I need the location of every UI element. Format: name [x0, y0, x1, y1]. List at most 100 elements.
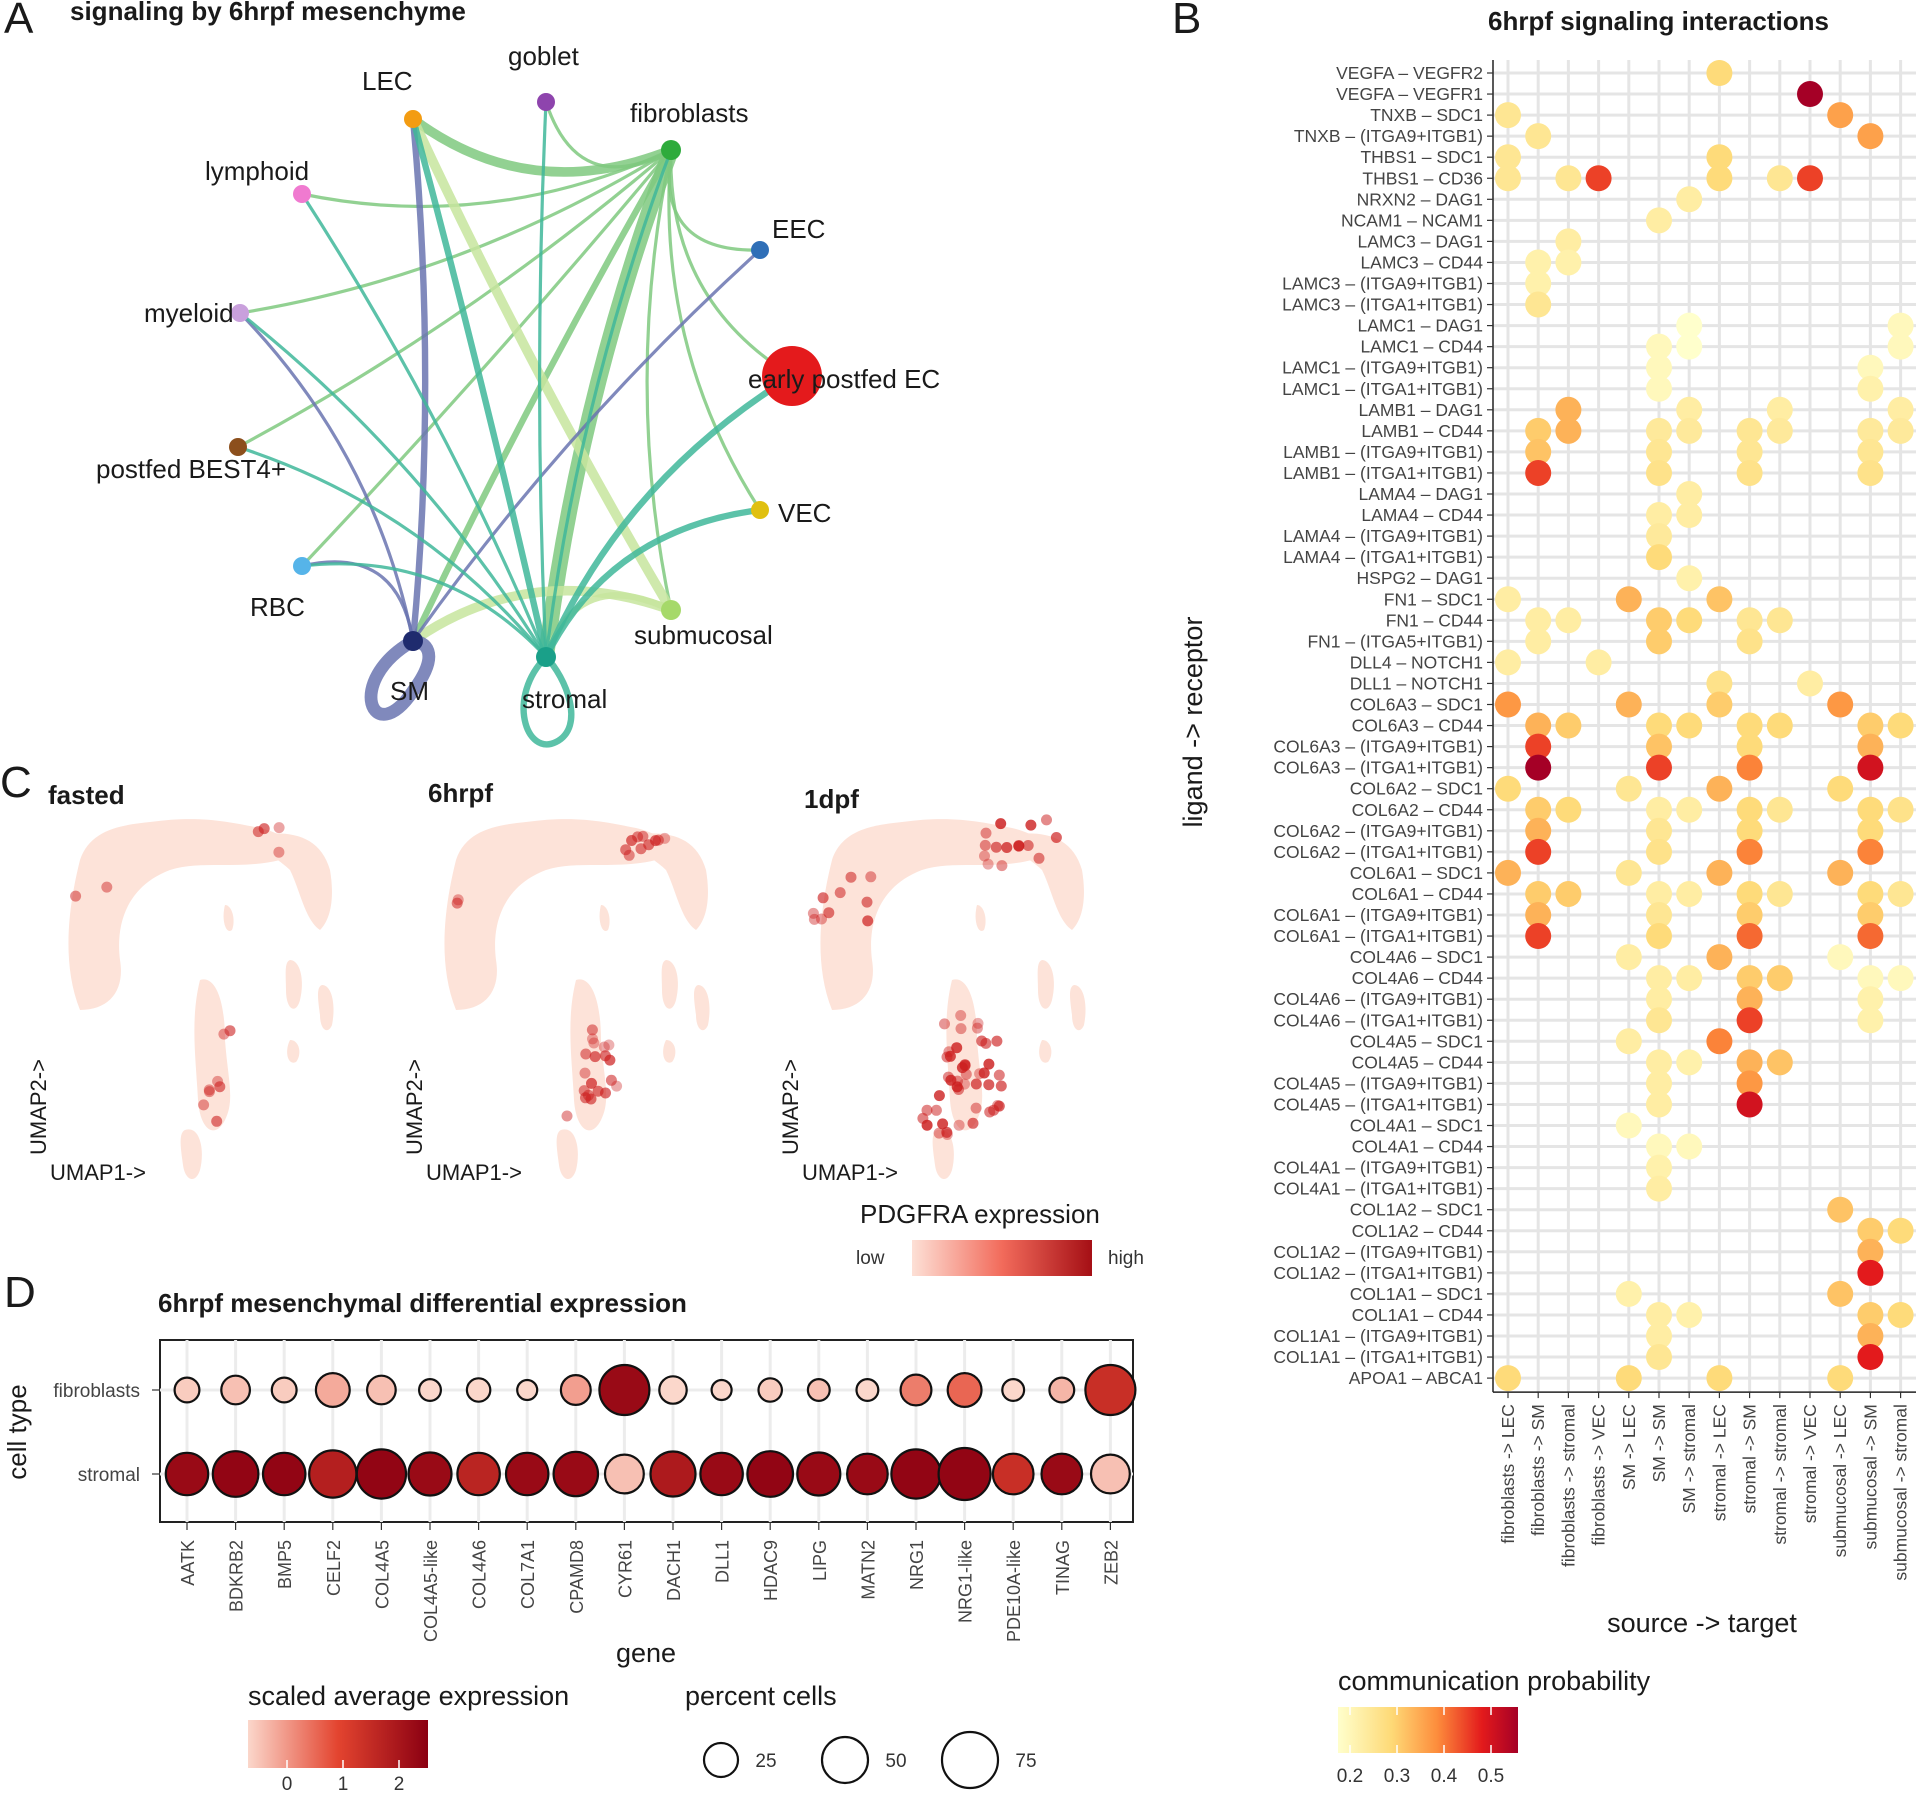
node-label-LEC: LEC — [362, 66, 413, 96]
panel-b-dot — [1676, 565, 1703, 592]
panel-d-xtick-label: PDE10A-like — [1004, 1540, 1024, 1642]
umap-cell — [991, 1035, 1003, 1047]
panel-d-dot — [270, 1376, 298, 1404]
panel-d-dot — [552, 1450, 600, 1498]
panel-b-dot — [1857, 712, 1884, 739]
panel-d-dot — [366, 1374, 397, 1406]
umap-cell — [598, 1041, 610, 1053]
panel-a-network: LEC goblet fibroblasts lymphoid EEC myeloid ea… — [96, 41, 940, 748]
umap-cell — [955, 1023, 967, 1035]
panel-b-dot — [1676, 396, 1703, 423]
panel-b-dot — [1525, 712, 1552, 739]
panel-d-dot — [456, 1451, 501, 1497]
node-myeloid — [231, 304, 249, 322]
panel-b-ytick-label: LAMC1 – (ITGA1+ITGB1) — [1282, 379, 1483, 399]
umap-cloud — [694, 985, 710, 1031]
umap-cell — [211, 1115, 223, 1127]
panel-b-xtick-label: fibroblasts -> VEC — [1589, 1404, 1609, 1546]
node-stromal — [536, 647, 556, 667]
panel-b-xtick-label: submucosal -> LEC — [1830, 1404, 1850, 1557]
umap-cell — [979, 839, 991, 851]
panel-b-xtick-label: fibroblasts -> stromal — [1558, 1404, 1578, 1567]
panel-b-dot — [1646, 207, 1672, 234]
panel-b-ytick-label: APOA1 – ABCA1 — [1349, 1368, 1483, 1388]
umap-cell — [586, 1024, 598, 1036]
umap-cell — [953, 1119, 965, 1131]
panel-b-dot — [1615, 586, 1642, 613]
umap-cloud — [285, 960, 302, 1009]
panel-b-dot — [1827, 691, 1854, 718]
panel-b-dot — [1676, 481, 1703, 507]
panel-b-dot — [1766, 796, 1793, 823]
umap-cell — [834, 887, 846, 899]
panel-b-ytick-label: THBS1 – SDC1 — [1360, 147, 1483, 167]
panel-b-ytick-label: COL6A1 – SDC1 — [1350, 863, 1483, 883]
umap-cell — [1041, 814, 1052, 826]
panel-d-xtick-label: LIPG — [810, 1540, 830, 1581]
panel-b-ytick-label: COL1A2 – (ITGA9+ITGB1) — [1273, 1242, 1483, 1262]
umap-cell — [203, 1084, 215, 1096]
panel-b-dot — [1736, 438, 1763, 465]
panel-b-dot — [1857, 123, 1884, 150]
panel-d-dot — [603, 1453, 645, 1495]
panel-b-dot — [1766, 417, 1793, 444]
panel-b-xtick-label: stromal -> VEC — [1800, 1404, 1820, 1523]
panel-d-dot — [1001, 1377, 1026, 1402]
node-label-BEST4: postfed BEST4+ — [96, 454, 286, 484]
panel-b-dot — [1827, 1196, 1854, 1223]
node-goblet — [537, 93, 555, 111]
panel-b-dot — [1736, 923, 1763, 950]
panel-b-xtick-label: SM -> SM — [1649, 1404, 1669, 1482]
panel-b-ytick-label: LAMC3 – CD44 — [1360, 252, 1483, 272]
panel-b-legend-label: 0.2 — [1337, 1766, 1363, 1787]
panel-b-ytick-label: DLL1 – NOTCH1 — [1350, 673, 1483, 693]
panel-b-dot — [1615, 1365, 1642, 1392]
panel-d-xtick-label: CELF2 — [324, 1540, 344, 1596]
panel-d-ylabel: cell type — [2, 1384, 32, 1479]
umap-cell — [816, 913, 827, 925]
umap-cell — [960, 1068, 972, 1080]
panel-b-dot — [1646, 1091, 1672, 1118]
panel-b-dot — [1676, 417, 1703, 444]
panel-b-dot — [1646, 965, 1672, 992]
node-earlyEC — [762, 346, 822, 406]
panel-b-ytick-label: FN1 – CD44 — [1386, 610, 1484, 630]
panel-b-ytick-label: NRXN2 – DAG1 — [1357, 189, 1483, 209]
panel-b-ytick-label: COL1A2 – SDC1 — [1350, 1200, 1483, 1220]
panel-b-dot — [1646, 880, 1672, 907]
panel-b-dot — [1887, 880, 1914, 907]
panel-d-size-legend-title: percent cells — [685, 1681, 837, 1711]
panel-b-dot — [1646, 354, 1672, 381]
panel-b-ytick-label: COL4A6 – SDC1 — [1350, 947, 1483, 967]
umap-cell — [587, 1033, 598, 1045]
panel-b-dot — [1646, 502, 1672, 529]
panel-b-dot — [1887, 965, 1914, 992]
panel-b-legend-title: communication probability — [1338, 1666, 1651, 1696]
umap-cloud — [599, 905, 610, 931]
panel-b-ytick-label: COL6A3 – (ITGA9+ITGB1) — [1273, 737, 1483, 757]
panel-b-ytick-label: COL6A1 – (ITGA9+ITGB1) — [1273, 905, 1483, 925]
panel-b-ytick-label: HSPG2 – DAG1 — [1357, 568, 1483, 588]
umap-cell — [823, 907, 835, 919]
panel-d-xtick-label: HDAC9 — [761, 1540, 781, 1601]
umap-cell — [862, 915, 874, 927]
umap-cloud — [932, 1129, 954, 1180]
panel-d-dot — [261, 1451, 307, 1497]
panel-b-dot — [1766, 965, 1793, 992]
panel-b-dot — [1646, 333, 1672, 360]
panel-b-dot — [1857, 796, 1884, 823]
umap-cell — [980, 1037, 992, 1049]
umap-cell — [970, 1102, 982, 1114]
umap-cell — [589, 1051, 601, 1063]
umap-xlabel: UMAP1-> — [426, 1160, 522, 1185]
panel-b-dot — [1646, 754, 1672, 781]
panel-d-dot — [899, 1373, 933, 1407]
umap-1dpf: 1dpf UMAP1-> UMAP2-> — [778, 784, 1086, 1185]
panel-b-ytick-label: COL1A1 – CD44 — [1352, 1305, 1484, 1325]
panel-b-dot — [1615, 1028, 1642, 1055]
panel-d-xtick-label: BMP5 — [275, 1540, 295, 1589]
panel-b-dot — [1736, 986, 1763, 1013]
panel-b-dot — [1525, 923, 1552, 950]
edge-stromal-to-stromal — [520, 653, 575, 748]
